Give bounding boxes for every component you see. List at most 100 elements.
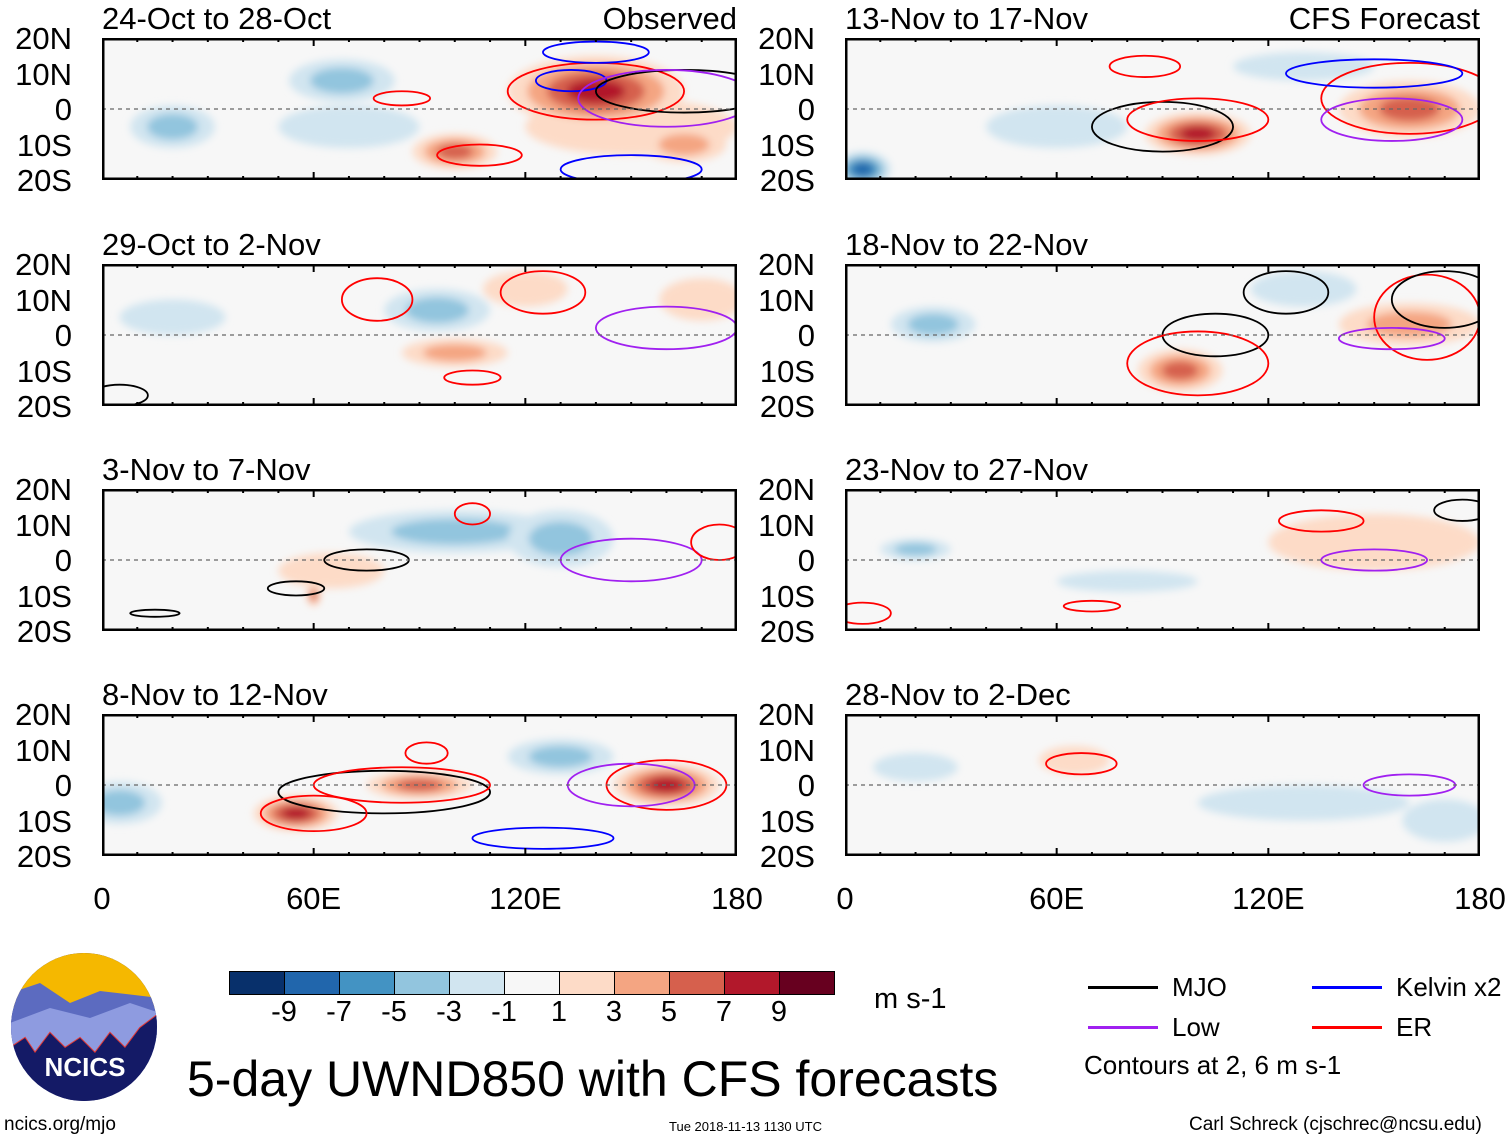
svg-text:NCICS: NCICS — [45, 1052, 126, 1082]
lat-tick-label: 0 — [797, 543, 815, 578]
panel-title: 8-Nov to 12-Nov — [102, 677, 328, 712]
mjo-contour — [1390, 270, 1480, 329]
lat-tick-label: 0 — [797, 318, 815, 353]
er-contour — [340, 277, 414, 322]
footer-url[interactable]: ncics.org/mjo — [4, 1114, 116, 1135]
lat-tick-label: 20N — [758, 247, 815, 282]
lat-tick-label: 10S — [16, 353, 72, 389]
mjo-contour — [266, 580, 326, 597]
wind-anomaly-mark — [423, 344, 487, 362]
lat-tick-label: 0 — [54, 768, 72, 803]
lon-tick-label: 0 — [93, 881, 111, 916]
footer-author: Carl Schreck (cjschrec@ncsu.edu) — [1189, 1114, 1482, 1135]
lat-tick-label: 20S — [759, 163, 815, 198]
lat-tick-label: 10S — [16, 127, 72, 163]
colorbar-tick-label: 9 — [770, 996, 788, 1028]
lat-tick-label: 10N — [15, 732, 72, 768]
colorbar-swatch — [725, 972, 780, 994]
wind-anomaly-mark — [894, 542, 937, 556]
mjo-contour — [102, 383, 149, 406]
colorbar-swatch — [670, 972, 725, 994]
er-contour — [1108, 54, 1182, 78]
low-contour — [1337, 327, 1446, 351]
colorbar-tick-label: 3 — [605, 996, 623, 1028]
observed-label: Observed — [602, 1, 737, 36]
lon-tick-label: 180 — [711, 881, 763, 916]
colorbar-tick-label: -3 — [436, 996, 462, 1028]
colorbar-swatch — [230, 972, 285, 994]
lat-tick-label: 10S — [16, 578, 72, 614]
colorbar-tick-label: -1 — [491, 996, 517, 1028]
colorbar — [229, 971, 835, 995]
mjo-contour — [1433, 498, 1480, 522]
lat-tick-label: 10S — [759, 803, 815, 839]
panel-title: 23-Nov to 27-Nov — [845, 452, 1088, 487]
lat-tick-label: 10S — [759, 578, 815, 614]
wind-anomaly-mark — [391, 518, 519, 545]
wind-anomaly-mark — [1056, 570, 1198, 592]
low-contour — [1320, 97, 1464, 142]
er-contour — [372, 90, 431, 107]
map-panel — [845, 489, 1480, 631]
lat-tick-label: 20S — [759, 839, 815, 874]
lat-tick-label: 20N — [15, 697, 72, 732]
colorbar-tick-label: -5 — [381, 996, 407, 1028]
lat-tick-label: 0 — [797, 768, 815, 803]
contour-note: Contours at 2, 6 m s-1 — [1084, 1050, 1342, 1080]
lat-tick-label: 20N — [15, 21, 72, 56]
lat-tick-label: 10N — [15, 282, 72, 318]
wind-anomaly-mark — [528, 745, 593, 768]
colorbar-tick-label: -9 — [271, 996, 297, 1028]
er-contour — [1126, 330, 1270, 397]
legend-er: ER — [1312, 1012, 1432, 1043]
legend-low: Low — [1088, 1012, 1220, 1043]
wind-anomaly-mark — [1039, 745, 1110, 775]
map-panel — [845, 714, 1480, 856]
legend-kelvin: Kelvin x2 — [1312, 972, 1502, 1003]
colorbar-tick-label: 5 — [660, 996, 678, 1028]
er-contour — [259, 794, 368, 833]
colorbar-swatch — [780, 972, 834, 994]
lat-tick-label: 20N — [15, 247, 72, 282]
er-contour — [443, 369, 502, 386]
mjo-contour — [277, 769, 491, 815]
lat-tick-label: 10S — [759, 127, 815, 163]
lat-tick-label: 20S — [16, 839, 72, 874]
lat-tick-label: 20N — [15, 472, 72, 507]
wind-anomaly-mark — [310, 590, 317, 601]
map-panel — [102, 489, 737, 631]
wind-anomaly-mark — [278, 105, 420, 149]
kelvin-contour — [1285, 58, 1464, 89]
colorbar-tick-label: -7 — [326, 996, 352, 1028]
er-contour — [453, 502, 491, 526]
colorbar-swatch — [285, 972, 340, 994]
lat-tick-label: 20N — [758, 21, 815, 56]
wind-anomaly-mark — [1197, 785, 1410, 821]
wind-anomaly-mark — [873, 753, 958, 782]
er-contour — [499, 270, 587, 315]
lat-tick-label: 20S — [16, 389, 72, 424]
er-contour — [404, 741, 449, 765]
lat-tick-label: 10N — [758, 732, 815, 768]
lat-tick-label: 10N — [15, 507, 72, 543]
panel-title: 3-Nov to 7-Nov — [102, 452, 311, 487]
map-panel — [102, 38, 737, 180]
lat-tick-label: 0 — [54, 318, 72, 353]
lat-tick-label: 10N — [758, 282, 815, 318]
panel-title: 29-Oct to 2-Nov — [102, 227, 321, 262]
map-panel — [102, 264, 737, 406]
lon-tick-label: 0 — [836, 881, 854, 916]
panel-title: 13-Nov to 17-Nov — [845, 1, 1088, 36]
lat-tick-label: 10N — [758, 56, 815, 92]
low-contour — [595, 305, 737, 351]
panel-title: 24-Oct to 28-Oct — [102, 1, 332, 36]
lat-tick-label: 10S — [759, 353, 815, 389]
colorbar-swatch — [505, 972, 560, 994]
er-contour — [1045, 752, 1118, 776]
lat-tick-label: 10N — [758, 507, 815, 543]
panel-title: 28-Nov to 2-Dec — [845, 677, 1071, 712]
wind-anomaly-mark — [147, 113, 198, 140]
lon-tick-label: 180 — [1454, 881, 1506, 916]
colorbar-swatch — [395, 972, 450, 994]
lat-tick-label: 20S — [759, 614, 815, 649]
